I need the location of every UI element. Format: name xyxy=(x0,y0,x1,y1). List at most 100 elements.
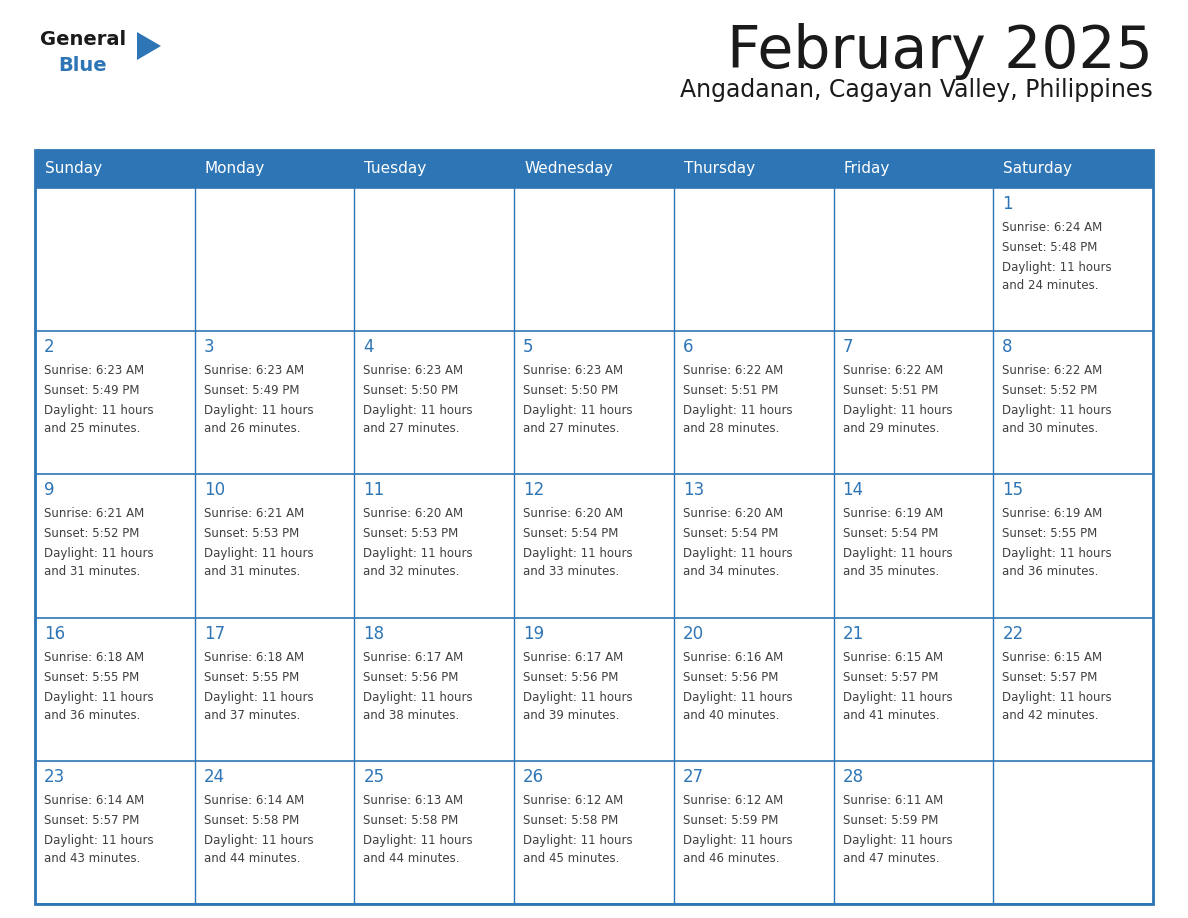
Text: Sunset: 5:55 PM: Sunset: 5:55 PM xyxy=(1003,528,1098,541)
Bar xyxy=(514,188,674,331)
Text: Sunset: 5:51 PM: Sunset: 5:51 PM xyxy=(842,385,939,397)
Text: Sunset: 5:56 PM: Sunset: 5:56 PM xyxy=(683,671,778,684)
Bar xyxy=(354,331,514,475)
Text: Daylight: 11 hours: Daylight: 11 hours xyxy=(683,834,792,846)
Text: Sunset: 5:55 PM: Sunset: 5:55 PM xyxy=(203,671,299,684)
Text: Wednesday: Wednesday xyxy=(524,162,613,176)
Text: Sunrise: 6:18 AM: Sunrise: 6:18 AM xyxy=(203,651,304,664)
Text: Daylight: 11 hours: Daylight: 11 hours xyxy=(1003,261,1112,274)
Text: and 47 minutes.: and 47 minutes. xyxy=(842,852,939,865)
Text: 3: 3 xyxy=(203,338,214,356)
Text: Sunset: 5:54 PM: Sunset: 5:54 PM xyxy=(683,528,778,541)
Text: Sunrise: 6:22 AM: Sunrise: 6:22 AM xyxy=(842,364,943,377)
Text: Sunset: 5:57 PM: Sunset: 5:57 PM xyxy=(842,671,939,684)
Text: Daylight: 11 hours: Daylight: 11 hours xyxy=(523,690,633,703)
Text: Daylight: 11 hours: Daylight: 11 hours xyxy=(44,404,153,417)
Text: 4: 4 xyxy=(364,338,374,356)
Bar xyxy=(34,188,195,331)
Text: Sunset: 5:54 PM: Sunset: 5:54 PM xyxy=(523,528,619,541)
Text: 10: 10 xyxy=(203,481,225,499)
Bar xyxy=(674,150,834,188)
Text: 9: 9 xyxy=(44,481,55,499)
Text: Daylight: 11 hours: Daylight: 11 hours xyxy=(842,547,953,560)
Polygon shape xyxy=(137,32,162,60)
Bar xyxy=(834,618,993,761)
Bar xyxy=(195,150,354,188)
Text: Sunrise: 6:18 AM: Sunrise: 6:18 AM xyxy=(44,651,144,664)
Text: 13: 13 xyxy=(683,481,704,499)
Text: Sunset: 5:54 PM: Sunset: 5:54 PM xyxy=(842,528,939,541)
Text: Daylight: 11 hours: Daylight: 11 hours xyxy=(523,547,633,560)
Text: and 31 minutes.: and 31 minutes. xyxy=(44,565,140,578)
Text: Sunset: 5:48 PM: Sunset: 5:48 PM xyxy=(1003,241,1098,254)
Text: and 41 minutes.: and 41 minutes. xyxy=(842,709,939,722)
Text: Sunrise: 6:22 AM: Sunrise: 6:22 AM xyxy=(1003,364,1102,377)
Text: February 2025: February 2025 xyxy=(727,23,1154,80)
Bar xyxy=(514,150,674,188)
Bar xyxy=(354,475,514,618)
Bar xyxy=(514,761,674,904)
Text: Daylight: 11 hours: Daylight: 11 hours xyxy=(203,834,314,846)
Text: Sunset: 5:53 PM: Sunset: 5:53 PM xyxy=(364,528,459,541)
Text: and 33 minutes.: and 33 minutes. xyxy=(523,565,619,578)
Text: 25: 25 xyxy=(364,767,385,786)
Text: Daylight: 11 hours: Daylight: 11 hours xyxy=(1003,547,1112,560)
Text: and 29 minutes.: and 29 minutes. xyxy=(842,422,939,435)
Text: Angadanan, Cagayan Valley, Philippines: Angadanan, Cagayan Valley, Philippines xyxy=(681,78,1154,102)
Text: Daylight: 11 hours: Daylight: 11 hours xyxy=(842,834,953,846)
Text: Monday: Monday xyxy=(204,162,265,176)
Text: and 34 minutes.: and 34 minutes. xyxy=(683,565,779,578)
Text: 8: 8 xyxy=(1003,338,1013,356)
Bar xyxy=(195,188,354,331)
Text: and 36 minutes.: and 36 minutes. xyxy=(1003,565,1099,578)
Text: Sunset: 5:49 PM: Sunset: 5:49 PM xyxy=(203,385,299,397)
Text: Sunrise: 6:19 AM: Sunrise: 6:19 AM xyxy=(842,508,943,521)
Text: and 37 minutes.: and 37 minutes. xyxy=(203,709,301,722)
Text: Daylight: 11 hours: Daylight: 11 hours xyxy=(523,404,633,417)
Text: Daylight: 11 hours: Daylight: 11 hours xyxy=(203,547,314,560)
Text: and 26 minutes.: and 26 minutes. xyxy=(203,422,301,435)
Text: Tuesday: Tuesday xyxy=(365,162,426,176)
Text: 12: 12 xyxy=(523,481,544,499)
Bar xyxy=(834,150,993,188)
Text: 5: 5 xyxy=(523,338,533,356)
Bar xyxy=(34,150,195,188)
Bar xyxy=(993,475,1154,618)
Text: and 43 minutes.: and 43 minutes. xyxy=(44,852,140,865)
Text: 11: 11 xyxy=(364,481,385,499)
Text: Sunset: 5:52 PM: Sunset: 5:52 PM xyxy=(44,528,139,541)
Text: Daylight: 11 hours: Daylight: 11 hours xyxy=(44,690,153,703)
Text: 20: 20 xyxy=(683,624,704,643)
Text: Sunset: 5:58 PM: Sunset: 5:58 PM xyxy=(203,813,299,827)
Bar xyxy=(993,188,1154,331)
Text: and 39 minutes.: and 39 minutes. xyxy=(523,709,619,722)
Text: Sunrise: 6:15 AM: Sunrise: 6:15 AM xyxy=(842,651,943,664)
Text: 27: 27 xyxy=(683,767,704,786)
Text: Sunrise: 6:17 AM: Sunrise: 6:17 AM xyxy=(364,651,463,664)
Bar xyxy=(674,761,834,904)
Text: Sunset: 5:52 PM: Sunset: 5:52 PM xyxy=(1003,385,1098,397)
Text: Sunset: 5:56 PM: Sunset: 5:56 PM xyxy=(364,671,459,684)
Bar xyxy=(354,188,514,331)
Bar xyxy=(195,618,354,761)
Bar xyxy=(993,761,1154,904)
Text: Daylight: 11 hours: Daylight: 11 hours xyxy=(1003,690,1112,703)
Text: and 40 minutes.: and 40 minutes. xyxy=(683,709,779,722)
Text: and 24 minutes.: and 24 minutes. xyxy=(1003,279,1099,292)
Text: 24: 24 xyxy=(203,767,225,786)
Bar xyxy=(195,475,354,618)
Text: Sunset: 5:50 PM: Sunset: 5:50 PM xyxy=(364,385,459,397)
Text: 1: 1 xyxy=(1003,195,1013,213)
Bar xyxy=(674,331,834,475)
Text: 7: 7 xyxy=(842,338,853,356)
Bar xyxy=(514,331,674,475)
Bar xyxy=(34,761,195,904)
Text: Daylight: 11 hours: Daylight: 11 hours xyxy=(44,547,153,560)
Text: 15: 15 xyxy=(1003,481,1023,499)
Text: Sunrise: 6:16 AM: Sunrise: 6:16 AM xyxy=(683,651,783,664)
Text: 17: 17 xyxy=(203,624,225,643)
Text: Daylight: 11 hours: Daylight: 11 hours xyxy=(683,690,792,703)
Bar xyxy=(674,475,834,618)
Text: and 28 minutes.: and 28 minutes. xyxy=(683,422,779,435)
Text: Sunset: 5:58 PM: Sunset: 5:58 PM xyxy=(364,813,459,827)
